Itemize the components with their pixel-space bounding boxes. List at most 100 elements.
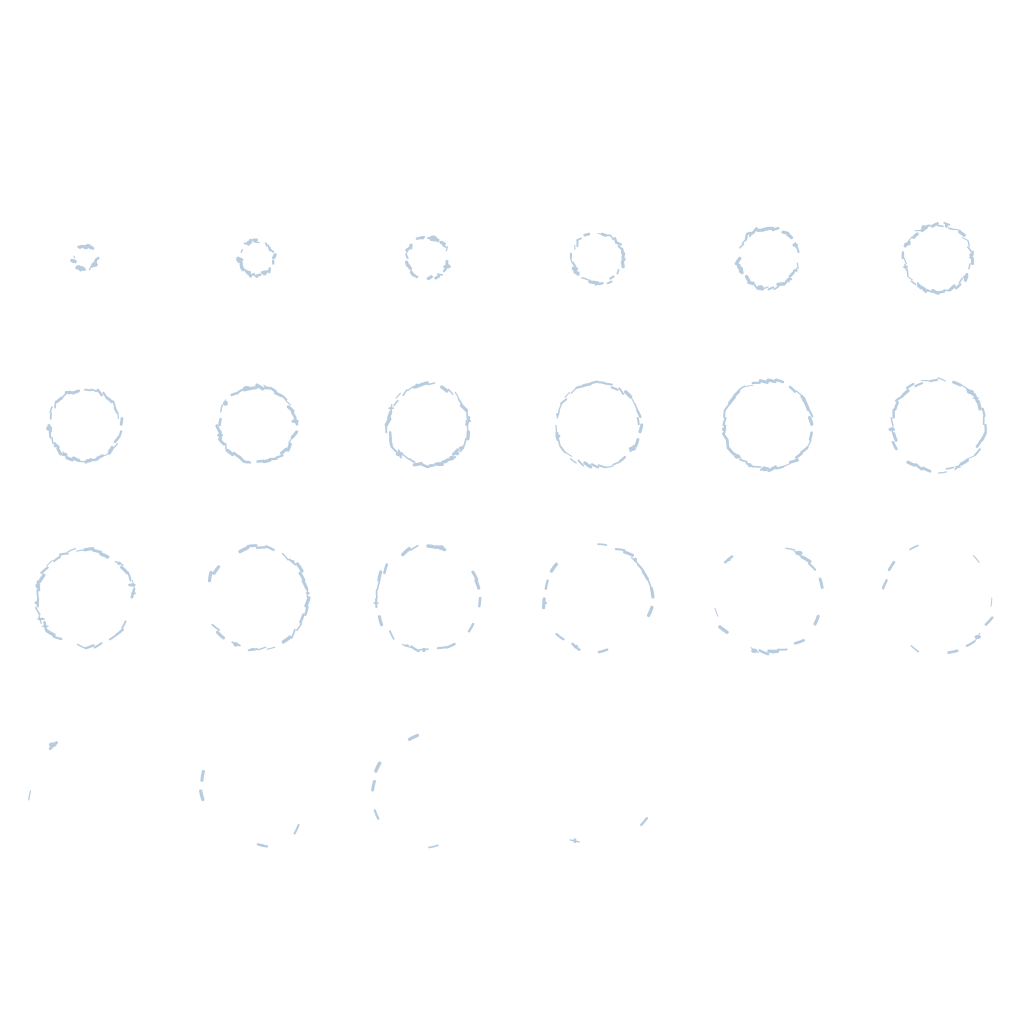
ring-segment	[887, 560, 896, 572]
ring-blob	[92, 458, 97, 461]
ring-segment	[785, 547, 796, 551]
ring-segment	[93, 642, 103, 649]
ring-segment	[638, 423, 644, 434]
ring-segment	[914, 382, 924, 388]
ring-segment	[402, 389, 408, 397]
ring-segment	[722, 432, 729, 442]
ring-segment	[280, 394, 288, 401]
ring-blob	[969, 253, 974, 257]
ring-segment	[119, 417, 124, 426]
ring-segment	[990, 597, 993, 607]
ring-segment	[893, 401, 899, 411]
ring-segment	[649, 587, 655, 599]
ring-frame-10	[722, 378, 814, 473]
ring-segment	[445, 246, 449, 252]
ring-segment	[304, 596, 311, 608]
ring-blob	[927, 224, 931, 227]
ring-segment	[881, 579, 888, 590]
ring-segment	[906, 269, 909, 277]
ring-segment	[937, 377, 946, 382]
ring-segment	[246, 544, 258, 548]
ring-segment	[905, 382, 915, 390]
ring-segment	[597, 282, 604, 286]
ring-blob	[217, 433, 224, 437]
ring-blob	[795, 550, 803, 556]
ring-segment	[612, 461, 621, 466]
ring-segment	[275, 454, 284, 459]
ring-blob	[633, 557, 638, 563]
ring-segment	[726, 439, 730, 450]
ring-segment	[938, 471, 947, 474]
ring-segment	[405, 250, 409, 255]
ring-blob	[243, 460, 251, 464]
ring-segment	[281, 635, 292, 644]
ring-frame-2	[404, 235, 451, 281]
ring-segment	[279, 447, 288, 455]
ring-segment	[255, 383, 265, 391]
ring-frame-11	[888, 377, 987, 474]
ring-segment	[127, 572, 132, 582]
ring-segment	[436, 273, 443, 276]
ring-segment	[813, 614, 820, 626]
ring-segment	[46, 559, 53, 567]
ring-segment	[544, 579, 549, 590]
ring-segment	[818, 577, 824, 589]
ring-blob	[465, 419, 472, 423]
ring-segment	[903, 258, 907, 265]
ring-segment	[412, 461, 423, 467]
ring-blob	[449, 455, 454, 461]
ring-segment	[269, 386, 277, 393]
ring-segment	[774, 378, 785, 384]
ring-segment	[232, 451, 241, 459]
ring-blob	[904, 242, 911, 246]
ring-segment	[408, 457, 416, 464]
ring-segment	[91, 548, 103, 554]
ring-segment	[788, 458, 799, 464]
ring-segment	[76, 643, 86, 649]
ring-segment	[615, 241, 622, 246]
ring-segment	[630, 396, 635, 404]
ring-blob	[621, 258, 626, 262]
ring-segment	[72, 456, 81, 463]
ring-segment	[767, 286, 775, 291]
ring-segment	[419, 381, 429, 387]
ring-segment	[409, 544, 419, 551]
ring-segment	[636, 417, 640, 426]
ring-segment	[737, 385, 746, 391]
ring-frame-16	[714, 547, 824, 656]
ring-segment	[943, 289, 951, 292]
ring-segment	[447, 388, 454, 396]
ring-blob	[792, 243, 798, 247]
ring-segment	[796, 246, 800, 254]
ring-blob	[727, 558, 731, 562]
ring-blob	[85, 459, 92, 463]
ring-blob	[263, 386, 270, 390]
ring-segment	[966, 246, 973, 253]
ring-blob	[291, 419, 299, 424]
ring-frame-6	[46, 388, 124, 464]
ring-blob	[246, 240, 253, 244]
ring-segment	[442, 267, 448, 273]
ring-segment	[407, 733, 420, 741]
ring-segment	[929, 378, 939, 383]
ring-blob	[917, 283, 921, 288]
ring-blob	[233, 642, 239, 647]
ring-segment	[410, 645, 420, 653]
ring-segment	[604, 382, 613, 386]
ring-segment	[723, 409, 726, 419]
ring-segment	[549, 562, 558, 573]
ring-segment	[211, 623, 220, 631]
ring-blob	[41, 625, 49, 628]
ring-blob	[738, 268, 743, 274]
ring-segment	[439, 240, 446, 246]
ring-segment	[265, 269, 269, 275]
ring-segment	[67, 547, 77, 553]
ring-frame-18	[28, 741, 58, 801]
ring-segment	[807, 416, 814, 426]
ring-blob	[628, 446, 637, 451]
ring-segment	[800, 555, 812, 564]
ring-blob	[420, 236, 425, 240]
ring-frame-17	[881, 544, 994, 654]
ring-segment	[426, 544, 438, 550]
ring-blob	[944, 222, 949, 228]
